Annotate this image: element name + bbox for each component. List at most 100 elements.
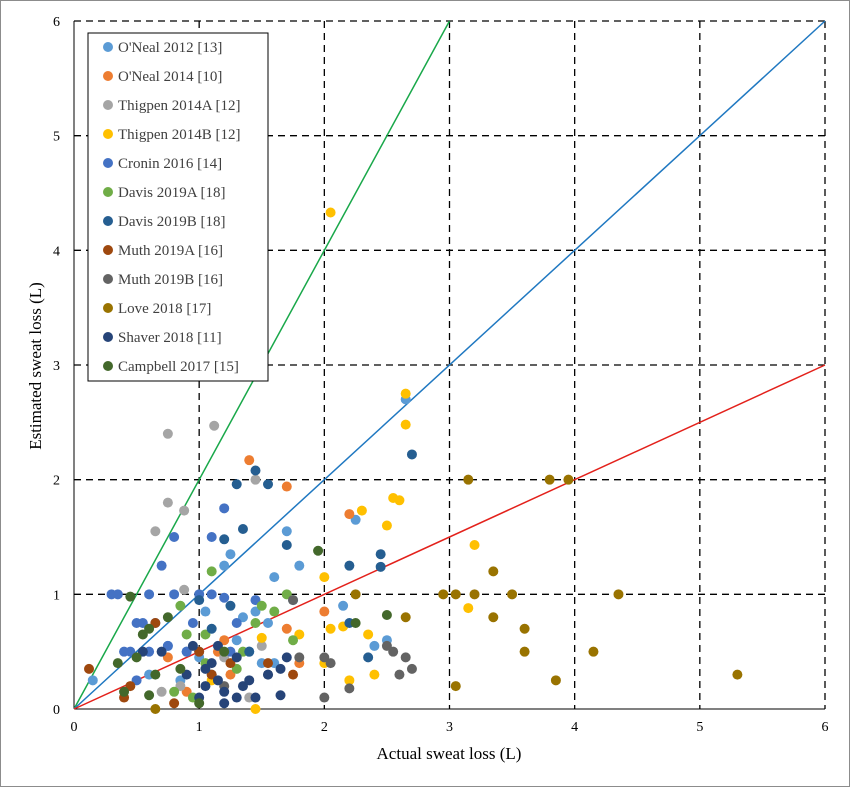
data-point-series-6 (288, 635, 299, 646)
data-point-series-6 (269, 606, 280, 617)
data-point-series-1 (231, 635, 242, 646)
x-axis-label: Actual sweat loss (L) (377, 744, 522, 763)
data-point-series-12 (381, 609, 392, 620)
data-point-series-2 (319, 606, 330, 617)
data-point-series-4 (356, 505, 367, 516)
data-point-series-3 (162, 497, 173, 508)
data-point-series-7 (244, 646, 255, 657)
data-point-series-10 (438, 589, 449, 600)
data-point-series-1 (269, 572, 280, 583)
data-point-series-9 (325, 658, 336, 669)
x-tick-label: 6 (822, 720, 829, 735)
data-point-series-12 (112, 658, 123, 669)
data-point-series-10 (550, 675, 561, 686)
data-point-series-7 (206, 623, 217, 634)
data-point-series-3 (209, 420, 220, 431)
legend-marker (103, 303, 113, 313)
data-point-series-1 (219, 560, 230, 571)
legend-marker (103, 361, 113, 371)
data-point-series-5 (219, 592, 230, 603)
data-point-series-2 (244, 455, 255, 466)
data-point-series-5 (169, 589, 180, 600)
data-point-series-6 (206, 566, 217, 577)
data-point-series-7 (406, 449, 417, 460)
legend-marker (103, 187, 113, 197)
data-point-series-3 (156, 686, 167, 697)
data-point-series-11 (281, 652, 292, 663)
data-point-series-5 (206, 589, 217, 600)
data-point-series-12 (194, 698, 205, 709)
data-point-series-7 (344, 560, 355, 571)
data-point-series-11 (250, 692, 261, 703)
data-point-series-5 (112, 589, 123, 600)
data-point-series-10 (544, 474, 555, 485)
data-point-series-5 (206, 532, 217, 542)
data-point-series-3 (256, 640, 267, 651)
data-point-series-7 (219, 534, 230, 545)
data-point-series-9 (400, 652, 411, 663)
data-point-series-7 (250, 465, 261, 476)
data-point-series-4 (394, 495, 405, 506)
data-point-series-6 (169, 686, 180, 697)
data-point-series-10 (732, 669, 743, 680)
legend-marker (103, 216, 113, 226)
data-point-series-5 (169, 532, 180, 542)
data-point-series-11 (275, 663, 286, 674)
data-point-series-1 (294, 560, 305, 571)
data-point-series-7 (281, 540, 292, 551)
data-point-series-11 (275, 690, 286, 701)
data-point-series-6 (250, 618, 261, 628)
data-point-series-4 (463, 603, 474, 614)
y-tick-label: 0 (53, 703, 60, 718)
data-point-series-5 (144, 589, 155, 600)
legend-entry: Thigpen 2014A [12] (118, 98, 240, 114)
data-point-series-12 (219, 646, 230, 657)
data-point-series-1 (369, 640, 380, 651)
data-point-series-11 (219, 698, 230, 709)
data-point-series-12 (125, 591, 136, 602)
legend-marker (103, 274, 113, 284)
data-point-series-10 (150, 704, 161, 714)
data-point-series-5 (231, 618, 242, 628)
data-point-series-5 (156, 560, 167, 571)
data-point-series-1 (281, 526, 292, 537)
data-point-series-9 (394, 669, 405, 680)
y-tick-label: 1 (53, 588, 60, 603)
data-point-series-5 (187, 618, 198, 628)
data-point-series-8 (84, 663, 95, 674)
data-point-series-4 (363, 629, 374, 640)
data-points (84, 207, 743, 714)
data-point-series-10 (519, 646, 530, 657)
legend-entry: Cronin 2016 [14] (118, 156, 222, 172)
data-point-series-12 (162, 612, 173, 623)
y-tick-label: 2 (53, 474, 60, 489)
data-point-series-8 (169, 698, 180, 709)
data-point-series-4 (344, 675, 355, 686)
data-point-series-9 (406, 663, 417, 674)
data-point-series-5 (219, 503, 230, 514)
data-point-series-4 (400, 388, 411, 399)
legend-marker (103, 158, 113, 168)
legend-marker (103, 129, 113, 139)
data-point-series-8 (263, 658, 274, 669)
data-point-series-7 (375, 561, 386, 572)
legend-marker (103, 100, 113, 110)
data-point-series-1 (87, 675, 98, 686)
legend-entry: O'Neal 2014 [10] (118, 69, 222, 85)
data-point-series-11 (244, 675, 255, 686)
data-point-series-12 (119, 686, 130, 697)
y-axis-label: Estimated sweat loss (L) (26, 282, 45, 450)
data-point-series-10 (613, 589, 624, 600)
data-point-series-4 (369, 669, 380, 680)
data-point-series-3 (250, 474, 261, 485)
data-point-series-9 (381, 640, 392, 651)
legend: O'Neal 2012 [13] O'Neal 2014 [10] Thigpen … (87, 32, 269, 382)
y-tick-label: 3 (53, 359, 60, 374)
legend-entry: Davis 2019B [18] (118, 214, 226, 230)
y-tick-label: 6 (53, 15, 60, 30)
legend-marker (103, 332, 113, 342)
data-point-series-11 (187, 640, 198, 651)
data-point-series-10 (488, 612, 499, 623)
data-point-series-10 (350, 589, 361, 600)
